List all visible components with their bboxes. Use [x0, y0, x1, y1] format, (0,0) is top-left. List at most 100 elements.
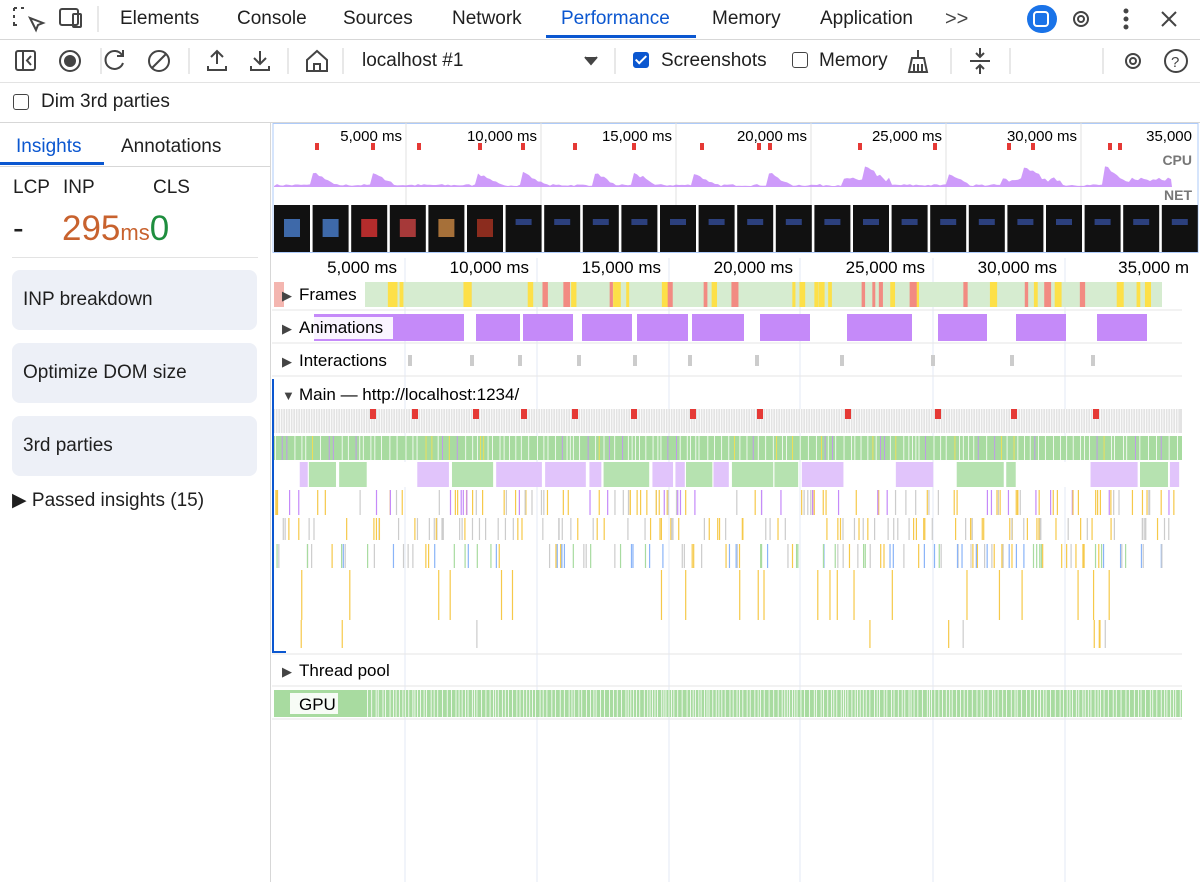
- divider: [0, 82, 1200, 83]
- task-stripe: [1095, 409, 1096, 433]
- task-stripe: [550, 409, 551, 433]
- call-slice: [367, 544, 369, 568]
- task-stripe: [947, 409, 949, 433]
- task-stripe: [1020, 409, 1021, 433]
- screenshot-content: [399, 219, 416, 237]
- call-slice: [375, 518, 378, 540]
- script-slice: [940, 436, 942, 460]
- call-slice: [956, 544, 959, 568]
- call-slice: [428, 544, 430, 568]
- task-stripe: [480, 409, 481, 433]
- gpu-stripe: [792, 690, 793, 717]
- task-stripe: [1150, 409, 1151, 433]
- screenshots-checkbox[interactable]: [633, 52, 649, 68]
- call-slice: [693, 544, 695, 568]
- task-stripe: [665, 409, 666, 433]
- script-slice: [782, 436, 783, 460]
- call-slice: [644, 518, 646, 540]
- gpu-stripe: [1006, 690, 1007, 717]
- screenshot-content: [670, 219, 686, 225]
- task-stripe: [617, 409, 619, 433]
- gpu-stripe: [1140, 690, 1142, 717]
- label-bg: [296, 317, 393, 339]
- gpu-stripe: [663, 690, 665, 717]
- call-slice: [543, 490, 545, 515]
- ruler-tick-label: 5,000 ms: [327, 258, 397, 277]
- selected-track-border: [272, 651, 286, 653]
- call-slice: [324, 490, 326, 515]
- gpu-stripe: [1014, 690, 1016, 717]
- script-slice: [772, 436, 774, 460]
- script-slice: [867, 436, 869, 460]
- script-slice: [374, 436, 376, 460]
- gpu-stripe: [862, 690, 864, 717]
- annotations-tab[interactable]: Annotations: [121, 136, 222, 157]
- gpu-stripe: [1160, 690, 1162, 717]
- panel-tab[interactable]: Elements: [120, 8, 200, 29]
- call-slice: [649, 518, 652, 540]
- frame-partial: [963, 282, 968, 307]
- screenshot-thumb: [1161, 205, 1198, 252]
- panel-tab[interactable]: Performance: [561, 8, 670, 29]
- task-stripe: [410, 409, 411, 433]
- gpu-stripe: [595, 690, 597, 717]
- script-slice: [639, 436, 640, 460]
- call-slice: [359, 490, 361, 515]
- insight-card[interactable]: 3rd parties: [12, 416, 257, 476]
- script-slice: [483, 436, 485, 460]
- gpu-stripe: [686, 690, 688, 717]
- gpu-stripe: [827, 690, 829, 717]
- task-stripe: [310, 409, 311, 433]
- gpu-stripe: [1097, 690, 1099, 717]
- task-stripe: [687, 409, 689, 433]
- script-slice: [1148, 436, 1149, 460]
- passed-insights[interactable]: ▶ Passed insights (15): [12, 490, 205, 511]
- screenshot-thumb: [660, 205, 696, 252]
- dim-checkbox[interactable]: [13, 94, 29, 110]
- script-slice: [792, 436, 793, 460]
- script-slice: [728, 436, 730, 460]
- call-slice: [308, 518, 310, 540]
- call-slice: [342, 544, 344, 568]
- frame-partial: [392, 282, 398, 307]
- insights-tab[interactable]: Insights: [16, 136, 82, 157]
- task-stripe: [412, 409, 414, 433]
- long-task-marker: [572, 409, 578, 419]
- interaction-mark: [931, 355, 935, 366]
- task-stripe: [905, 409, 906, 433]
- panel-tab[interactable]: Console: [237, 8, 307, 29]
- gpu-stripe: [768, 690, 770, 717]
- call-slice: [923, 518, 925, 540]
- call-slice: [1149, 490, 1151, 515]
- script-slice: [631, 436, 633, 460]
- frame-partial: [571, 282, 577, 307]
- script-slice: [579, 436, 581, 460]
- task-stripe: [505, 409, 506, 433]
- script-slice: [479, 436, 481, 460]
- task-stripe: [862, 409, 864, 433]
- task-stripe: [705, 409, 706, 433]
- gpu-stripe: [742, 690, 744, 717]
- insight-card[interactable]: INP breakdown: [12, 270, 257, 330]
- task-stripe: [407, 409, 409, 433]
- long-task-marker: [690, 409, 696, 419]
- task-stripe: [502, 409, 504, 433]
- frame-dropped: [799, 282, 806, 307]
- call-slice: [306, 544, 309, 568]
- task-stripe: [660, 409, 661, 433]
- call-slice: [701, 544, 703, 568]
- call-slice: [1095, 490, 1097, 515]
- task-stripe: [647, 409, 649, 433]
- call-slice: [1001, 544, 1003, 568]
- panel-tab[interactable]: Sources: [343, 8, 413, 29]
- call-slice: [1036, 544, 1038, 568]
- panel-tab[interactable]: Application: [820, 8, 913, 29]
- memory-checkbox[interactable]: [792, 52, 808, 68]
- insight-card[interactable]: Optimize DOM size: [12, 343, 257, 403]
- call-slice: [378, 518, 381, 540]
- call-slice: [857, 544, 859, 568]
- panel-tab[interactable]: Memory: [712, 8, 781, 29]
- panel-tab[interactable]: Network: [452, 8, 522, 29]
- task-stripe: [460, 409, 461, 433]
- recording-select[interactable]: localhost #1: [362, 50, 464, 71]
